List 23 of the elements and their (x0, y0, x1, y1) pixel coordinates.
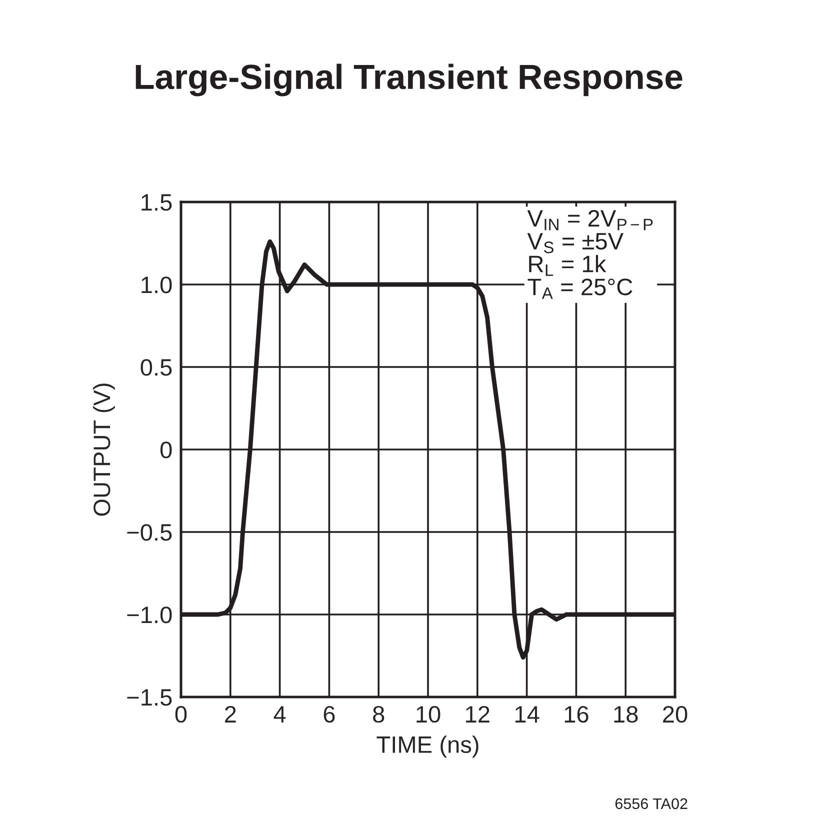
y-axis-title: OUTPUT (V) (92, 384, 115, 516)
x-tick-label: 16 (564, 706, 588, 723)
y-tick-label: −1.5 (127, 689, 172, 706)
x-tick-label: 10 (416, 706, 440, 723)
x-tick-label: 14 (515, 706, 540, 722)
y-tick-label: −0.5 (127, 524, 172, 541)
y-tick-label: 1.5 (142, 194, 172, 211)
x-tick-label: 4 (274, 706, 286, 722)
text: V$_{IN}$ = 2V$_{P−P}$ V$_{S}$ = ±5V R$_{L}$ = 1k T$_{A}$ = 25°C (527, 210, 653, 299)
x-tick-label: 2 (225, 706, 236, 722)
x-tick-label: 20 (663, 706, 688, 723)
chart-title: Large-Signal Transient Response (136, 64, 682, 96)
x-tick-label: 12 (466, 706, 490, 722)
y-tick-label: −1.0 (127, 606, 172, 624)
x-tick-label: 18 (614, 706, 638, 723)
x-tick-label: 6 (324, 706, 335, 723)
y-tick-label: 0.5 (140, 359, 172, 376)
y-tick-label: 1.0 (142, 276, 172, 294)
x-tick-label: 0 (175, 706, 187, 723)
x-tick-label: 8 (373, 706, 384, 723)
x-axis-title: TIME (ns) (376, 736, 478, 758)
text: 6556 TA02 (615, 798, 688, 810)
y-tick-label: 0 (160, 442, 172, 458)
